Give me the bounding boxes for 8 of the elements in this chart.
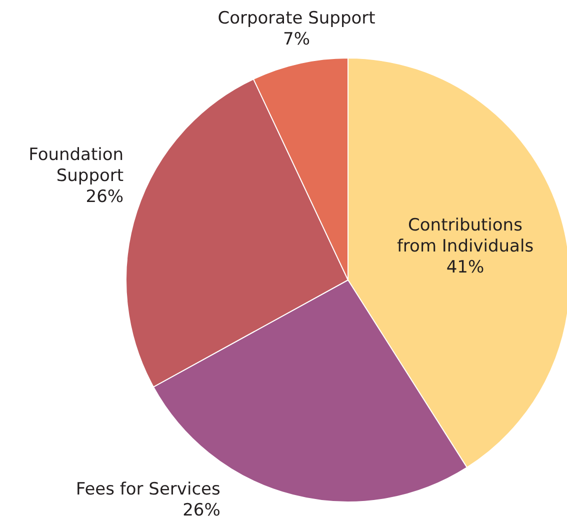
slice-label: Contributions from Individuals xyxy=(396,215,534,256)
data-label: 26% xyxy=(86,187,124,208)
data-label: 41% xyxy=(446,257,484,278)
data-label: 7% xyxy=(283,30,310,50)
slice-label: Corporate Support xyxy=(218,8,376,29)
slice-label: Fees for Services xyxy=(76,480,221,500)
data-label: 26% xyxy=(182,500,220,521)
slice-label: Foundation Support xyxy=(28,145,124,186)
